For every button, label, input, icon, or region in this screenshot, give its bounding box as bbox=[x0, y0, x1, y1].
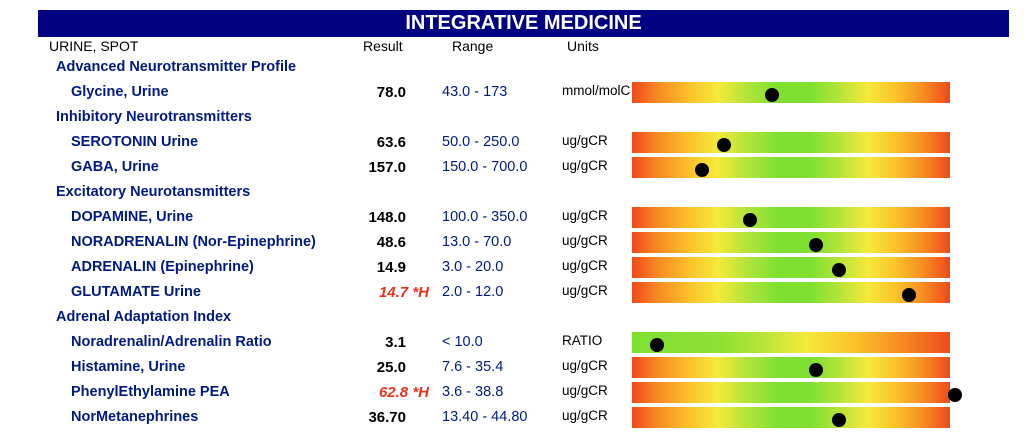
test-name: GLUTAMATE Urine bbox=[71, 284, 201, 300]
test-name: ADRENALIN (Epinephrine) bbox=[71, 259, 254, 275]
units-value: mmol/molC bbox=[562, 83, 631, 98]
result-value: 36.70 bbox=[368, 409, 406, 426]
range-gauge-bar bbox=[632, 257, 950, 278]
reference-range: 2.0 - 12.0 bbox=[442, 284, 504, 300]
reference-range: 3.0 - 20.0 bbox=[442, 259, 504, 275]
result-value: 63.6 bbox=[376, 134, 406, 151]
report-title-banner: INTEGRATIVE MEDICINE bbox=[38, 10, 1009, 37]
section-row: Excitatory Neurotansmitters bbox=[0, 180, 1024, 205]
range-gauge-bar bbox=[632, 407, 950, 428]
test-name: GABA, Urine bbox=[71, 159, 159, 175]
section-heading: Advanced Neurotransmitter Profile bbox=[56, 59, 297, 75]
range-gauge-bar bbox=[632, 132, 950, 153]
result-marker-dot bbox=[694, 163, 709, 177]
table-row: SEROTONIN Urine 63.6 50.0 - 250.0 ug/gCR bbox=[0, 130, 1024, 155]
result-marker-dot bbox=[948, 388, 962, 402]
table-row: Glycine, Urine 78.0 43.0 - 173 mmol/molC bbox=[0, 80, 1024, 105]
range-column-header: Range bbox=[452, 38, 494, 54]
result-marker-dot bbox=[650, 338, 665, 352]
table-row: GABA, Urine 157.0 150.0 - 700.0 ug/gCR bbox=[0, 155, 1024, 180]
section-row: Adrenal Adaptation Index bbox=[0, 305, 1024, 330]
units-value: ug/gCR bbox=[562, 133, 608, 148]
section-heading: Adrenal Adaptation Index bbox=[56, 309, 232, 325]
test-name: NorMetanephrines bbox=[71, 409, 199, 425]
result-value: 48.6 bbox=[376, 234, 406, 251]
range-gauge-bar bbox=[632, 82, 950, 103]
reference-range: 50.0 - 250.0 bbox=[442, 134, 520, 150]
range-gauge-bar bbox=[632, 357, 950, 378]
range-gauge-bar bbox=[632, 382, 962, 403]
units-value: RATIO bbox=[562, 333, 603, 348]
units-value: ug/gCR bbox=[562, 158, 608, 173]
table-row: GLUTAMATE Urine 14.7 *H 2.0 - 12.0 ug/gCR bbox=[0, 280, 1024, 305]
reference-range: 43.0 - 173 bbox=[442, 84, 508, 100]
table-row: DOPAMINE, Urine 148.0 100.0 - 350.0 ug/gCR bbox=[0, 205, 1024, 230]
range-gauge-bar bbox=[632, 282, 950, 303]
table-row: NORADRENALIN (Nor-Epinephrine) 48.6 13.0 -… bbox=[0, 230, 1024, 255]
range-gauge-bar bbox=[632, 232, 950, 253]
units-value: ug/gCR bbox=[562, 208, 608, 223]
result-marker-dot bbox=[831, 413, 846, 427]
table-row: NorMetanephrines 36.70 13.40 - 44.80 ug/gCR bbox=[0, 405, 1024, 430]
reference-range: < 10.0 bbox=[442, 334, 483, 350]
test-name: Histamine, Urine bbox=[71, 359, 186, 375]
section-heading: Excitatory Neurotansmitters bbox=[56, 184, 251, 200]
result-value: 148.0 bbox=[368, 209, 406, 226]
result-value: 14.9 bbox=[376, 259, 406, 276]
test-name: DOPAMINE, Urine bbox=[71, 209, 194, 225]
units-column-header: Units bbox=[567, 38, 599, 54]
reference-range: 13.0 - 70.0 bbox=[442, 234, 512, 250]
test-name: SEROTONIN Urine bbox=[71, 134, 199, 150]
result-value: 3.1 bbox=[385, 334, 406, 351]
table-row: Noradrenalin/Adrenalin Ratio 3.1 < 10.0 RAT… bbox=[0, 330, 1024, 355]
table-row: Histamine, Urine 25.0 7.6 - 35.4 ug/gCR bbox=[0, 355, 1024, 380]
reference-range: 100.0 - 350.0 bbox=[442, 209, 528, 225]
units-value: ug/gCR bbox=[562, 233, 608, 248]
specimen-label: URINE, SPOT bbox=[49, 38, 139, 54]
section-row: Inhibitory Neurotransmitters bbox=[0, 105, 1024, 130]
range-gauge-bar bbox=[632, 207, 950, 228]
result-marker-dot bbox=[742, 213, 757, 227]
units-value: ug/gCR bbox=[562, 258, 608, 273]
test-name: PhenylEthylamine PEA bbox=[71, 384, 230, 400]
result-value-high: 14.7 *H bbox=[378, 284, 429, 301]
result-marker-dot bbox=[717, 138, 732, 152]
result-column-header: Result bbox=[363, 38, 403, 54]
result-marker-dot bbox=[901, 288, 916, 302]
reference-range: 13.40 - 44.80 bbox=[442, 409, 528, 425]
table-row: PhenylEthylamine PEA 62.8 *H 3.6 - 38.8 ug/… bbox=[0, 380, 1024, 405]
result-marker-dot bbox=[764, 88, 779, 102]
result-value: 25.0 bbox=[376, 359, 406, 376]
units-value: ug/gCR bbox=[562, 408, 608, 423]
range-gauge-bar bbox=[632, 157, 950, 178]
result-value-high: 62.8 *H bbox=[378, 384, 429, 401]
result-marker-dot bbox=[831, 263, 846, 277]
section-row: Advanced Neurotransmitter Profile bbox=[0, 55, 1024, 80]
reference-range: 7.6 - 35.4 bbox=[442, 359, 504, 375]
result-value: 78.0 bbox=[376, 84, 406, 101]
units-value: ug/gCR bbox=[562, 383, 608, 398]
table-row: ADRENALIN (Epinephrine) 14.9 3.0 - 20.0 ug/… bbox=[0, 255, 1024, 280]
result-value: 157.0 bbox=[368, 159, 406, 176]
result-marker-dot bbox=[809, 363, 824, 377]
test-name: Noradrenalin/Adrenalin Ratio bbox=[71, 334, 272, 350]
test-name: NORADRENALIN (Nor-Epinephrine) bbox=[71, 234, 316, 250]
reference-range: 3.6 - 38.8 bbox=[442, 384, 504, 400]
test-name: Glycine, Urine bbox=[71, 84, 169, 100]
reference-range: 150.0 - 700.0 bbox=[442, 159, 528, 175]
range-gauge-bar bbox=[632, 332, 950, 353]
units-value: ug/gCR bbox=[562, 358, 608, 373]
section-heading: Inhibitory Neurotransmitters bbox=[56, 109, 252, 125]
units-value: ug/gCR bbox=[562, 283, 608, 298]
result-marker-dot bbox=[809, 238, 824, 252]
